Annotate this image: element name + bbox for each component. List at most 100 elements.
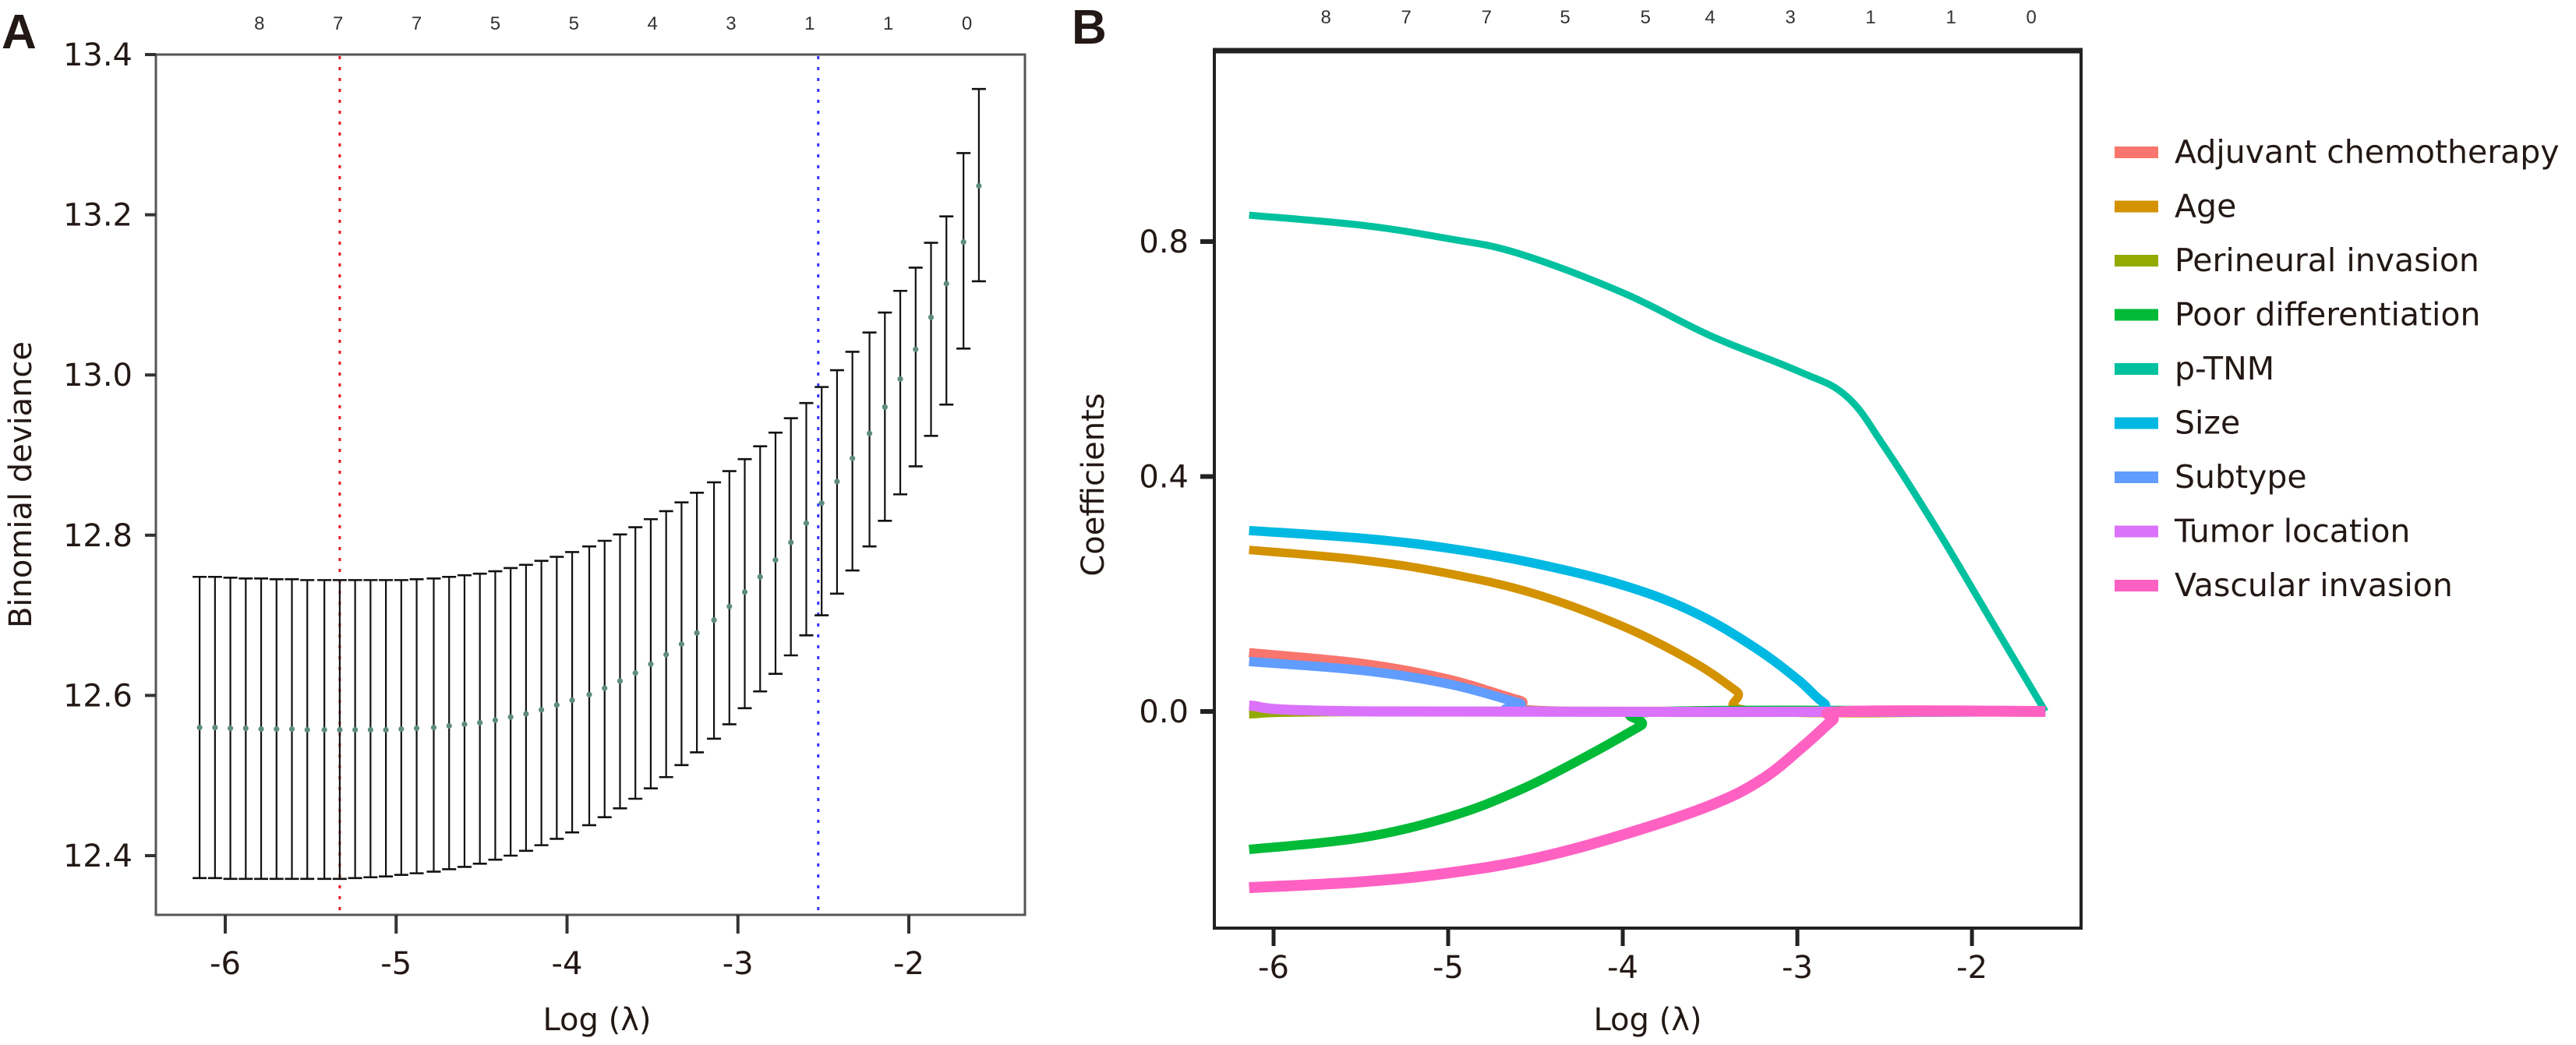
panel-b-legend-label: Age bbox=[2175, 188, 2236, 225]
panel-a-x-tick-label: -4 bbox=[552, 946, 583, 982]
panel-a-top-count-label: 0 bbox=[962, 13, 972, 34]
panel-a-y-tick-label: 12.8 bbox=[63, 518, 133, 554]
panel-a-mean-point bbox=[866, 430, 873, 436]
panel-a-mean-point bbox=[632, 670, 638, 676]
panel-b-legend-label: Perineural invasion bbox=[2175, 242, 2479, 279]
panel-a-mean-point bbox=[913, 346, 919, 352]
panel-a-y-tick-label: 12.6 bbox=[63, 678, 133, 714]
panel-a-mean-point bbox=[492, 717, 499, 723]
panel-b-top-count-label: 3 bbox=[1785, 7, 1795, 28]
panel-a-y-tick-label: 13.2 bbox=[63, 198, 133, 234]
panel-a-mean-point bbox=[850, 455, 856, 461]
panel-a-mean-point bbox=[227, 725, 234, 732]
panel-a-mean-point bbox=[663, 651, 670, 658]
panel-a-mean-point bbox=[960, 238, 966, 245]
panel-a-mean-point bbox=[367, 727, 373, 733]
panel-a-mean-point bbox=[788, 539, 794, 545]
panel-a-mean-point bbox=[446, 722, 452, 729]
panel-b-legend-label: Subtype bbox=[2175, 458, 2307, 496]
panel-a-mean-point bbox=[882, 404, 888, 410]
panel-b-top-count-label: 4 bbox=[1705, 7, 1715, 28]
panel-b-top-count-label: 1 bbox=[1945, 7, 1956, 28]
panel-a-mean-point bbox=[897, 376, 903, 382]
panel-b-legend: Adjuvant chemotherapy Age Perineural invas… bbox=[2115, 133, 2560, 604]
panel-a-mean-point bbox=[648, 661, 654, 667]
panel-a-mean-point bbox=[507, 714, 514, 720]
panel-a-mean-point bbox=[803, 520, 810, 526]
panel-b-legend-label: Vascular invasion bbox=[2175, 567, 2453, 604]
panel-b-coefficient-path-plot: B 0.00.40.8-6 -5 -4 -3 -28 7 7 5 5 4 3 1 1 0 Log (λ) … bbox=[1072, 1, 2560, 1038]
panel-a-mean-point bbox=[553, 702, 560, 708]
panel-b-y-tick-label: 0.8 bbox=[1139, 224, 1189, 260]
panel-b-legend-swatch bbox=[2115, 200, 2158, 213]
panel-b-line-vascular-invasion bbox=[1249, 705, 2046, 894]
panel-a-mean-point bbox=[726, 603, 733, 609]
panel-a-mean-point bbox=[196, 724, 203, 731]
panel-a-mean-point bbox=[258, 725, 264, 733]
panel-b-x-tick-label: -6 bbox=[1258, 950, 1289, 986]
panel-a-top-count-label: 8 bbox=[254, 13, 264, 34]
panel-b-line-age bbox=[1249, 545, 2046, 718]
panel-a-mean-point bbox=[617, 678, 624, 684]
panel-a-mean-point bbox=[928, 314, 935, 320]
panel-a-mean-point bbox=[834, 478, 840, 485]
panel-b-legend-label: Adjuvant chemotherapy bbox=[2175, 133, 2560, 171]
panel-b-legend-label: p-TNM bbox=[2175, 350, 2274, 387]
panel-b-letter: B bbox=[1072, 1, 1107, 55]
panel-a-top-count-label: 7 bbox=[412, 13, 422, 34]
panel-a-axes: 12.4 12.6 12.8 13.0 13.2 13.4 -6 -5 -4 -3 -2 8 7 7 5 5 4… bbox=[63, 13, 972, 982]
panel-a-y-tick-label: 12.4 bbox=[63, 838, 133, 874]
panel-a-x-tick-label: -3 bbox=[723, 946, 754, 982]
panel-a-mean-point bbox=[711, 617, 717, 623]
panel-a-cv-deviance-plot: A 12.4 12.6 12.8 13.0 13.2 13.4 -6 -5 -4 -3 -2 8 7 7 5… bbox=[2, 5, 1027, 1038]
panel-b-x-axis-title: Log (λ) bbox=[1593, 1002, 1701, 1038]
panel-a-mean-point bbox=[602, 685, 608, 691]
panel-b-plot-frame bbox=[1213, 49, 2083, 930]
panel-b-legend-swatch bbox=[2115, 471, 2158, 483]
panel-a-mean-point bbox=[288, 725, 295, 733]
panel-b-axes: 0.0 0.4 0.8 -6 -5 -4 -3 -2 8 7 7 5 5 4 3 1 1 0 bbox=[1139, 7, 2036, 986]
panel-b-x-tick-label: -4 bbox=[1607, 950, 1638, 986]
panel-a-x-tick-label: -2 bbox=[893, 946, 924, 982]
panel-a-mean-point bbox=[772, 557, 779, 563]
panel-a-top-count-label: 4 bbox=[647, 13, 657, 34]
panel-a-mean-point bbox=[352, 727, 359, 733]
panel-a-mean-point bbox=[694, 630, 700, 636]
panel-b-legend-label: Size bbox=[2175, 404, 2240, 442]
panel-a-mean-point bbox=[337, 727, 343, 733]
panel-b-legend-label: Poor differentiation bbox=[2175, 296, 2481, 334]
panel-a-mean-point bbox=[413, 725, 420, 732]
panel-b-legend-swatch bbox=[2115, 255, 2158, 267]
panel-b-top-count-label: 5 bbox=[1640, 7, 1650, 28]
panel-b-legend-swatch bbox=[2115, 417, 2158, 429]
panel-b-y-tick-label: 0.0 bbox=[1139, 694, 1189, 730]
panel-a-y-tick-label: 13.0 bbox=[63, 358, 133, 394]
panel-b-top-count-label: 1 bbox=[1865, 7, 1875, 28]
panel-a-x-axis-title: Log (λ) bbox=[542, 1002, 651, 1038]
panel-a-marks bbox=[193, 56, 986, 913]
panel-a-mean-point bbox=[304, 727, 310, 733]
panel-a-top-count-label: 3 bbox=[726, 13, 736, 34]
panel-b-legend-swatch bbox=[2115, 363, 2158, 375]
panel-a-top-count-label: 1 bbox=[804, 13, 814, 34]
panel-b-line-p-tnm bbox=[1249, 211, 2048, 714]
panel-b-x-tick-label: -5 bbox=[1433, 950, 1464, 986]
panel-b-top-count-label: 8 bbox=[1321, 7, 1331, 28]
panel-b-line-subtype bbox=[1249, 656, 2046, 717]
panel-b-legend-swatch bbox=[2115, 525, 2158, 538]
panel-b-top-count-label: 5 bbox=[1560, 7, 1570, 28]
panel-a-mean-point bbox=[569, 697, 575, 704]
panel-b-line-adjuvant-chemotherapy bbox=[1249, 648, 2046, 718]
panel-a-mean-point bbox=[678, 641, 684, 648]
panel-b-legend-swatch bbox=[2115, 147, 2158, 158]
panel-b-legend-swatch bbox=[2115, 580, 2158, 591]
panel-a-mean-point bbox=[818, 500, 825, 507]
panel-a-y-axis-title: Binomial deviance bbox=[3, 341, 39, 628]
panel-a-mean-point bbox=[943, 281, 949, 287]
panel-b-top-count-label: 7 bbox=[1482, 7, 1492, 28]
panel-b-top-count-label: 0 bbox=[2026, 7, 2036, 28]
panel-a-letter: A bbox=[2, 5, 37, 59]
panel-a-mean-point bbox=[430, 724, 437, 731]
panel-a-mean-point bbox=[461, 721, 468, 728]
